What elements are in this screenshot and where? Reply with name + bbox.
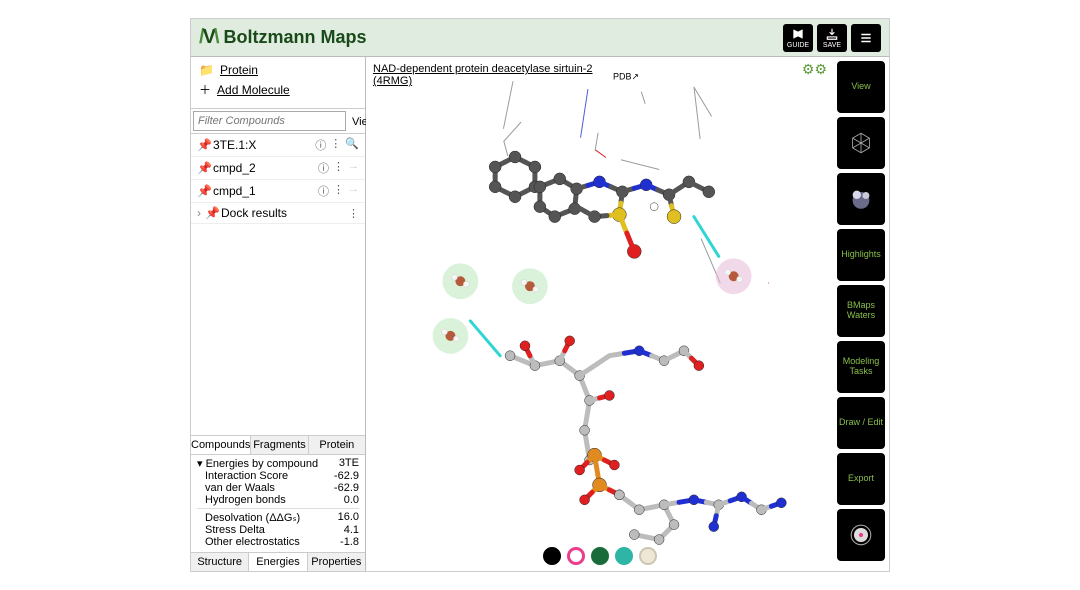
rotate-button[interactable] (837, 509, 885, 561)
save-label: SAVE (823, 42, 841, 49)
pin-icon[interactable]: 📌 (205, 206, 217, 220)
more-icon[interactable]: ⋮ (333, 160, 344, 176)
more-icon[interactable]: ⋮ (348, 207, 359, 220)
tab-structure[interactable]: Structure (191, 553, 249, 571)
color-swatch[interactable] (567, 547, 585, 565)
pdb-link[interactable]: PDB↗ (613, 71, 639, 81)
compound-row[interactable]: 📌 cmpd_2 ⓘ ⋮ → (191, 157, 365, 180)
color-swatch[interactable] (639, 547, 657, 565)
e-label: Desolvation (ΔΔGₛ) (205, 511, 300, 524)
color-swatch-row (543, 547, 657, 565)
info-icon[interactable]: ⓘ (318, 183, 329, 199)
pin-icon[interactable]: 📌 (197, 161, 209, 175)
filter-input[interactable] (193, 111, 346, 131)
logo-mark-icon: /V\ (199, 26, 217, 49)
more-icon[interactable]: ⋮ (330, 137, 341, 153)
app-window: /V\ Boltzmann Maps GUIDE SAVE 📁 Protein (190, 18, 890, 572)
pin-icon[interactable]: 📌 (197, 138, 209, 152)
guide-button[interactable]: GUIDE (783, 24, 813, 52)
e-value: -1.8 (340, 536, 359, 548)
sidebar: 📁 Protein ＋ Add Molecule View / Sort ⋮ 📌… (191, 57, 366, 571)
info-icon[interactable]: ⓘ (315, 137, 326, 153)
color-swatch[interactable] (543, 547, 561, 565)
compound-row[interactable]: 📌 cmpd_1 ⓘ ⋮ → (191, 180, 365, 203)
guide-label: GUIDE (787, 42, 809, 49)
modeling-tasks-button[interactable]: Modeling Tasks (837, 341, 885, 393)
e-value: -62.9 (334, 482, 359, 494)
tab-fragments[interactable]: Fragments (251, 436, 308, 454)
save-button[interactable]: SAVE (817, 24, 847, 52)
e-label: van der Waals (205, 482, 275, 494)
protein-link-row[interactable]: 📁 Protein (199, 63, 357, 77)
e-value: 0.0 (344, 494, 359, 506)
e-value: 4.1 (344, 524, 359, 536)
arrow-icon[interactable]: → (348, 160, 359, 176)
protein-name[interactable]: NAD-dependent protein deacetylase sirtui… (373, 63, 613, 87)
logo: /V\ Boltzmann Maps (199, 26, 366, 49)
header: /V\ Boltzmann Maps GUIDE SAVE (191, 19, 889, 57)
add-molecule-link[interactable]: Add Molecule (217, 83, 290, 97)
tab-energies[interactable]: Energies (249, 553, 307, 571)
add-molecule-row[interactable]: ＋ Add Molecule (199, 81, 357, 98)
zoom-icon[interactable]: 🔍 (345, 137, 359, 153)
e-label: Hydrogen bonds (205, 494, 286, 506)
e-value: -62.9 (334, 470, 359, 482)
dock-results-label: Dock results (221, 206, 344, 220)
bottom-tabs: Structure Energies Properties (191, 552, 365, 571)
e-label: Stress Delta (205, 524, 265, 536)
dock-results-row[interactable]: › 📌 Dock results ⋮ (191, 203, 365, 224)
view-button[interactable]: View (837, 61, 885, 113)
compound-row[interactable]: 📌 3TE.1:X ⓘ ⋮ 🔍 (191, 134, 365, 157)
chevron-right-icon: › (197, 206, 201, 220)
energies-compound: 3TE (339, 457, 359, 470)
protein-link[interactable]: Protein (220, 63, 258, 77)
e-label: Interaction Score (205, 470, 288, 482)
info-icon[interactable]: ⓘ (318, 160, 329, 176)
plus-icon: ＋ (199, 81, 211, 98)
app-title: Boltzmann Maps (223, 27, 366, 48)
tab-compounds[interactable]: Compounds (191, 436, 251, 454)
compound-name: cmpd_2 (213, 161, 314, 175)
compound-name: 3TE.1:X (213, 138, 311, 152)
right-rail: View Highlights BMaps Waters Modeling Ta… (833, 57, 889, 571)
arrow-icon[interactable]: → (348, 183, 359, 199)
menu-button[interactable] (851, 24, 881, 52)
color-swatch[interactable] (615, 547, 633, 565)
more-icon[interactable]: ⋮ (333, 183, 344, 199)
tab-properties[interactable]: Properties (308, 553, 365, 571)
color-swatch[interactable] (591, 547, 609, 565)
highlights-button[interactable]: Highlights (837, 229, 885, 281)
bmaps-waters-button[interactable]: BMaps Waters (837, 285, 885, 337)
export-button[interactable]: Export (837, 453, 885, 505)
e-label: Other electrostatics (205, 536, 300, 548)
gear-icon[interactable]: ⚙⚙ (802, 61, 827, 78)
pin-icon[interactable]: 📌 (197, 184, 209, 198)
energies-header: ▾ Energies by compound (197, 457, 318, 470)
draw-edit-button[interactable]: Draw / Edit (837, 397, 885, 449)
compound-list: 📌 3TE.1:X ⓘ ⋮ 🔍 📌 cmpd_2 ⓘ ⋮ → (191, 134, 365, 224)
compound-name: cmpd_1 (213, 184, 314, 198)
e-value: 16.0 (338, 511, 359, 524)
wireframe-button[interactable] (837, 117, 885, 169)
folder-icon: 📁 (199, 63, 214, 77)
molecule-viewer[interactable]: ⚙⚙ (366, 57, 833, 571)
tab-protein[interactable]: Protein (309, 436, 365, 454)
spacefill-button[interactable] (837, 173, 885, 225)
mid-tabs: Compounds Fragments Protein (191, 435, 365, 454)
energies-panel: ▾ Energies by compound 3TE Interaction S… (191, 454, 365, 552)
molecule-render (366, 57, 833, 571)
